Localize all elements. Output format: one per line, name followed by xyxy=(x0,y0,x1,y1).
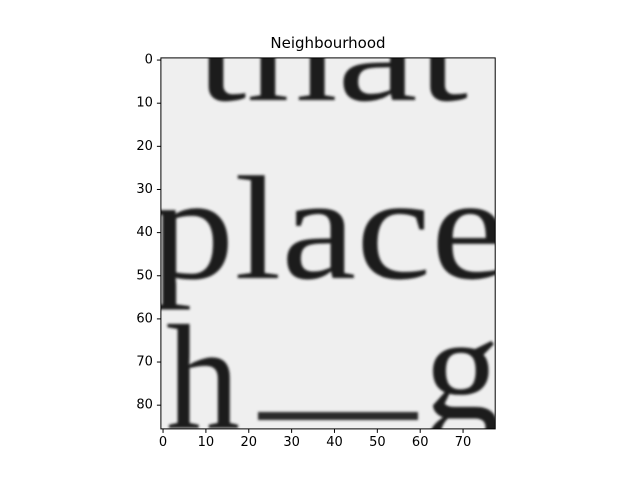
x-tick-label: 0 xyxy=(159,435,167,450)
y-tick-label: 10 xyxy=(136,96,153,111)
y-tick-label: 30 xyxy=(136,182,153,197)
x-tick-label: 30 xyxy=(283,435,300,450)
axes-frame xyxy=(160,57,496,430)
x-tick-label: 10 xyxy=(198,435,215,450)
image-stroke xyxy=(258,412,418,420)
y-tick-label: 60 xyxy=(136,311,153,326)
y-tick-label: 80 xyxy=(136,398,153,413)
chart-title: Neighbourhood xyxy=(270,34,385,52)
image-text: g xyxy=(424,285,500,451)
image-text: place xyxy=(150,147,506,311)
y-tick-label: 0 xyxy=(145,53,153,68)
y-tick-label: 40 xyxy=(136,225,153,240)
image-text: that xyxy=(196,0,468,131)
y-tick-label: 50 xyxy=(136,268,153,283)
y-tick-label: 20 xyxy=(136,139,153,154)
y-tick-label: 70 xyxy=(136,355,153,370)
x-tick-label: 50 xyxy=(369,435,386,450)
x-tick-label: 40 xyxy=(326,435,343,450)
image-text: h xyxy=(166,295,240,461)
x-tick-label: 70 xyxy=(455,435,472,450)
x-tick-label: 20 xyxy=(240,435,257,450)
x-tick-label: 60 xyxy=(412,435,429,450)
image-background xyxy=(160,57,496,429)
